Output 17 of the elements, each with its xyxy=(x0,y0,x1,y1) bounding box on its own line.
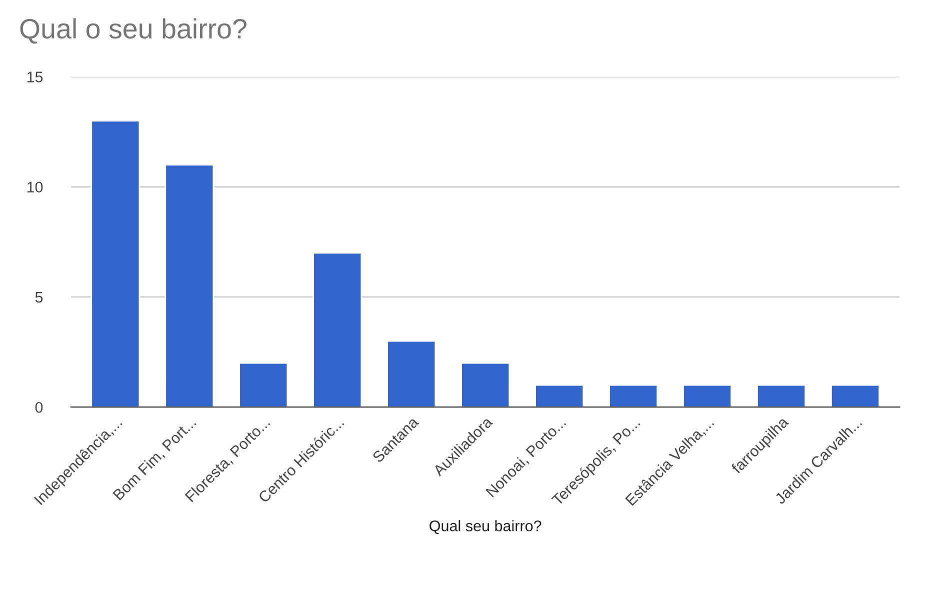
y-tick-label: 15 xyxy=(27,72,43,82)
bar xyxy=(386,340,436,408)
bar xyxy=(534,384,584,408)
bar xyxy=(238,362,288,408)
bar xyxy=(608,384,658,408)
bar xyxy=(682,384,732,408)
bar xyxy=(164,164,214,408)
y-tick-label: 10 xyxy=(27,182,43,193)
bar xyxy=(312,252,362,408)
chart-title: Qual o seu bairro? xyxy=(20,18,246,44)
y-tick-label: 0 xyxy=(35,402,43,413)
x-axis-title: Qual seu bairro? xyxy=(430,520,542,534)
bar xyxy=(460,362,510,408)
bar xyxy=(90,120,140,408)
bar xyxy=(830,384,880,408)
bar xyxy=(756,384,806,408)
y-tick-label: 5 xyxy=(35,292,43,303)
